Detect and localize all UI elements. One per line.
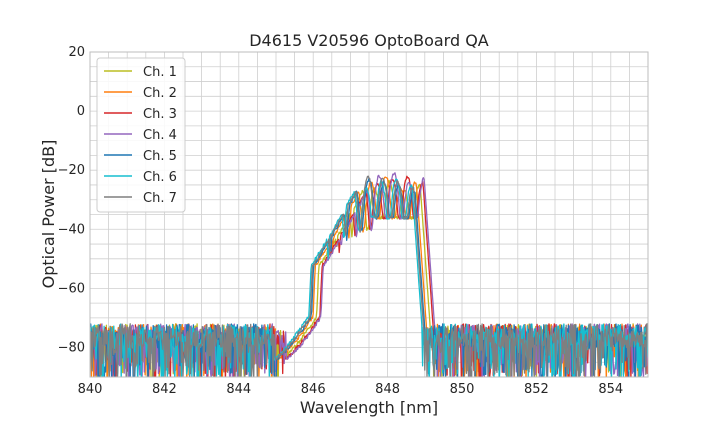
x-tick-label: 842 [152, 382, 177, 397]
y-axis-label: Optical Power [dB] [39, 140, 58, 289]
x-tick-labels: 840 842 844 846 848 850 852 854 [78, 382, 624, 397]
x-tick-label: 840 [78, 382, 103, 397]
y-tick-labels: 20 0 −20 −40 −60 −80 [58, 45, 85, 355]
legend-label: Ch. 5 [143, 149, 177, 164]
y-tick-label: 0 [77, 104, 85, 119]
x-tick-label: 850 [450, 382, 475, 397]
plot-frame [89, 51, 649, 378]
legend-label: Ch. 1 [143, 65, 177, 80]
x-tick-label: 848 [375, 382, 400, 397]
legend-label: Ch. 7 [143, 191, 177, 206]
series-line-7 [90, 175, 648, 377]
series-layer [90, 172, 648, 377]
y-tick-label: 20 [68, 45, 85, 60]
chart-title: D4615 V20596 OptoBoard QA [249, 31, 489, 50]
x-tick-label: 854 [598, 382, 623, 397]
x-tick-label: 852 [524, 382, 549, 397]
legend-label: Ch. 2 [143, 86, 177, 101]
x-axis-label: Wavelength [nm] [300, 398, 438, 417]
legend-label: Ch. 4 [143, 128, 177, 143]
legend: Ch. 1 Ch. 2 Ch. 3 Ch. 4 Ch. 5 Ch. 6 Ch. 7 [96, 57, 186, 213]
y-tick-label: −80 [58, 340, 85, 355]
x-tick-label: 846 [301, 382, 326, 397]
x-tick-label: 844 [226, 382, 251, 397]
legend-label: Ch. 6 [143, 170, 177, 185]
legend-label: Ch. 3 [143, 107, 177, 122]
y-tick-label: −40 [58, 222, 85, 237]
legend-box [96, 57, 186, 213]
y-tick-label: −20 [58, 163, 85, 178]
y-tick-label: −60 [58, 281, 85, 296]
